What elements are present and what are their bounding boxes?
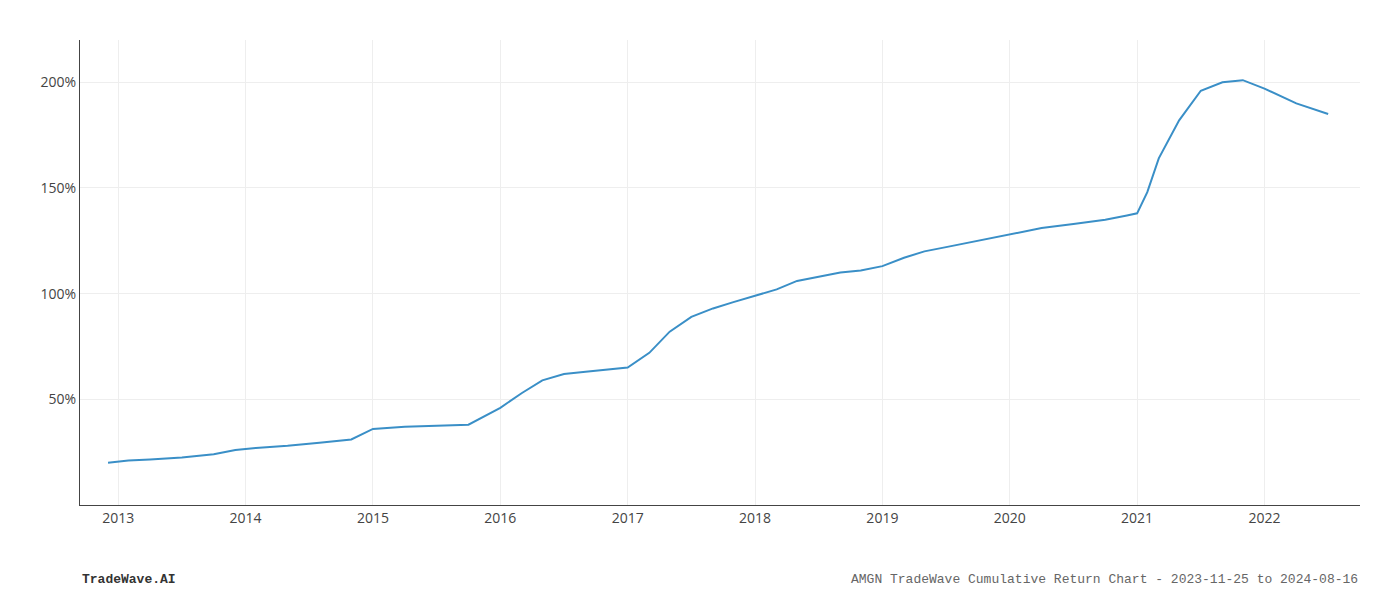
svg-text:2015: 2015 (357, 508, 389, 527)
svg-text:150%: 150% (41, 178, 77, 197)
svg-text:2016: 2016 (484, 508, 516, 527)
svg-text:2017: 2017 (612, 508, 644, 527)
svg-text:2014: 2014 (230, 508, 262, 527)
svg-text:2018: 2018 (739, 508, 771, 527)
svg-text:2013: 2013 (102, 508, 134, 527)
svg-text:AMGN TradeWave Cumulative Retu: AMGN TradeWave Cumulative Return Chart -… (851, 572, 1358, 587)
svg-text:2021: 2021 (1121, 508, 1153, 527)
svg-text:TradeWave.AI: TradeWave.AI (82, 572, 176, 587)
svg-text:100%: 100% (41, 284, 77, 303)
svg-text:200%: 200% (41, 72, 77, 91)
svg-text:2022: 2022 (1248, 508, 1280, 527)
svg-text:50%: 50% (49, 389, 77, 408)
svg-text:2019: 2019 (866, 508, 898, 527)
svg-text:2020: 2020 (994, 508, 1026, 527)
